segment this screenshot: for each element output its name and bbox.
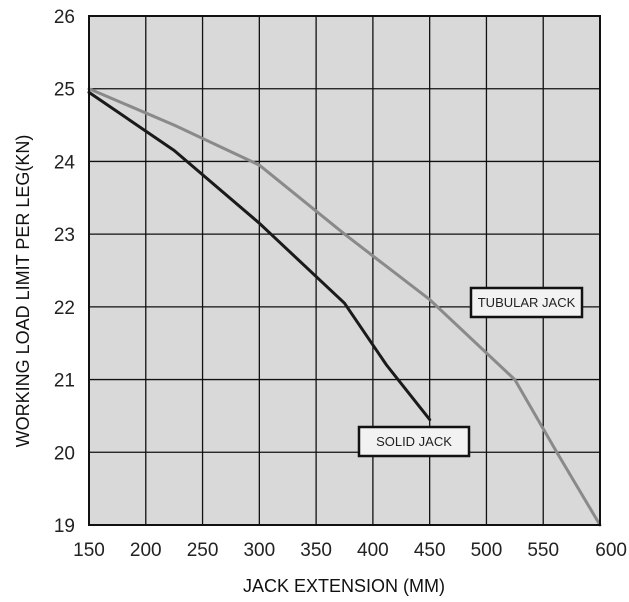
x-tick-label: 550 [527, 540, 559, 561]
y-tick-label: 23 [54, 225, 75, 246]
y-tick-labels: 19 20 21 22 23 24 25 26 [54, 7, 76, 537]
x-tick-label: 400 [357, 540, 389, 561]
y-tick-label: 22 [54, 298, 75, 319]
y-axis-label: WORKING LOAD LIMIT PER LEG(KN) [13, 135, 33, 448]
solid-jack-label-text: SOLID JACK [376, 434, 452, 449]
plot-border [88, 15, 601, 526]
tubular-jack-label-text: TUBULAR JACK [478, 295, 576, 310]
x-tick-label: 600 [595, 540, 627, 561]
solid-jack-line [87, 90, 432, 422]
x-tick-label: 150 [73, 540, 105, 561]
x-tick-labels: 150 200 250 300 350 400 450 500 550 600 [73, 540, 627, 561]
x-axis-label: JACK EXTENSION (MM) [243, 576, 445, 596]
series-lines [87, 87, 602, 527]
x-tick-label: 250 [187, 540, 219, 561]
x-tick-label: 300 [243, 540, 275, 561]
solid-jack-label: SOLID JACK [357, 425, 471, 458]
y-tick-label: 21 [54, 371, 75, 392]
tubular-jack-label: TUBULAR JACK [469, 286, 584, 319]
x-tick-label: 500 [471, 540, 503, 561]
x-tick-label: 200 [130, 540, 162, 561]
tubular-jack-line [87, 87, 602, 527]
x-tick-label: 350 [300, 540, 332, 561]
y-tick-label: 20 [54, 443, 75, 464]
y-tick-label: 24 [54, 152, 76, 173]
y-tick-label: 25 [54, 80, 75, 101]
y-tick-label: 19 [54, 516, 75, 537]
y-tick-label: 26 [54, 7, 75, 28]
x-tick-label: 450 [414, 540, 446, 561]
plot-area [89, 16, 600, 525]
